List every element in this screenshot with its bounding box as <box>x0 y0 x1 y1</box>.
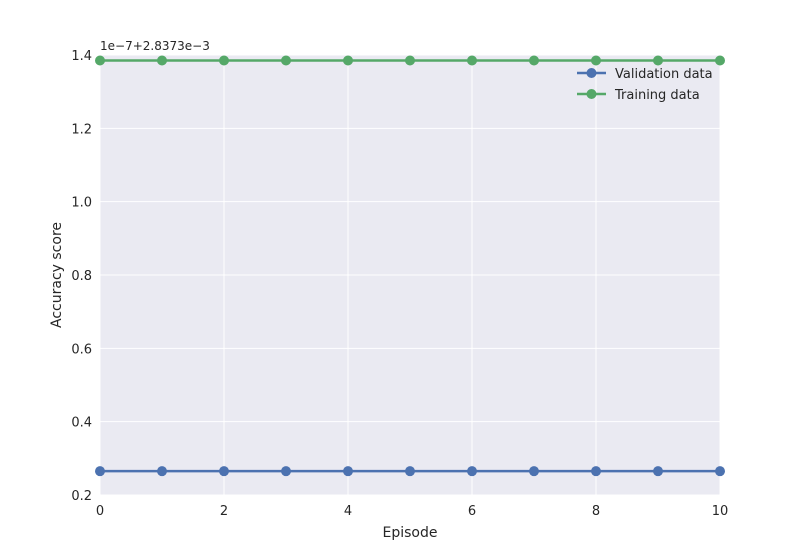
data-point <box>157 55 167 66</box>
data-point <box>715 55 725 66</box>
x-tick-label: 2 <box>220 504 228 519</box>
series-1 <box>95 466 725 477</box>
x-tick-label: 4 <box>344 504 352 519</box>
data-point <box>405 466 415 477</box>
x-tick-label: 8 <box>592 504 600 519</box>
legend-label: Training data <box>614 88 700 103</box>
legend-marker <box>586 68 597 78</box>
data-point <box>219 466 229 477</box>
data-point <box>95 55 105 66</box>
y-tick-labels: 0.2 0.4 0.6 0.8 1.0 1.2 1.4 <box>71 49 92 504</box>
x-tick-label: 10 <box>712 504 729 519</box>
data-point <box>653 466 663 477</box>
data-point <box>529 466 539 477</box>
x-axis-label: Episode <box>383 525 438 541</box>
legend-marker <box>586 89 597 99</box>
data-point <box>467 466 477 477</box>
data-point <box>529 55 539 66</box>
y-axis-label: Accuracy score <box>49 222 65 328</box>
y-tick-label: 0.6 <box>71 342 92 357</box>
y-tick-label: 0.4 <box>71 416 92 431</box>
y-tick-label: 0.2 <box>71 489 92 504</box>
data-point <box>343 466 353 477</box>
legend-item: Training data <box>577 88 700 103</box>
data-point <box>157 466 167 477</box>
grid-lines <box>99 54 721 496</box>
data-point <box>95 466 105 477</box>
axis-offset-label: 1e−7+2.8373e−3 <box>100 39 210 53</box>
data-point <box>219 55 229 66</box>
data-point <box>591 55 601 66</box>
data-point <box>653 55 663 66</box>
y-tick-label: 0.8 <box>71 269 92 284</box>
data-point <box>281 466 291 477</box>
data-point <box>591 466 601 477</box>
legend-label: Validation data <box>615 67 713 82</box>
y-tick-label: 1.0 <box>71 196 92 211</box>
data-point <box>281 55 291 66</box>
y-tick-label: 1.2 <box>71 122 92 137</box>
x-tick-label: 6 <box>468 504 476 519</box>
y-tick-label: 1.4 <box>71 49 92 64</box>
series-2 <box>95 55 725 66</box>
legend-item: Validation data <box>577 67 713 82</box>
x-tick-labels: 0 2 4 6 8 10 <box>96 504 728 519</box>
legend: Validation data Training data <box>577 67 713 103</box>
data-point <box>405 55 415 66</box>
series-layer <box>95 55 725 477</box>
data-point <box>467 55 477 66</box>
x-tick-label: 0 <box>96 504 104 519</box>
data-point <box>343 55 353 66</box>
data-point <box>715 466 725 477</box>
